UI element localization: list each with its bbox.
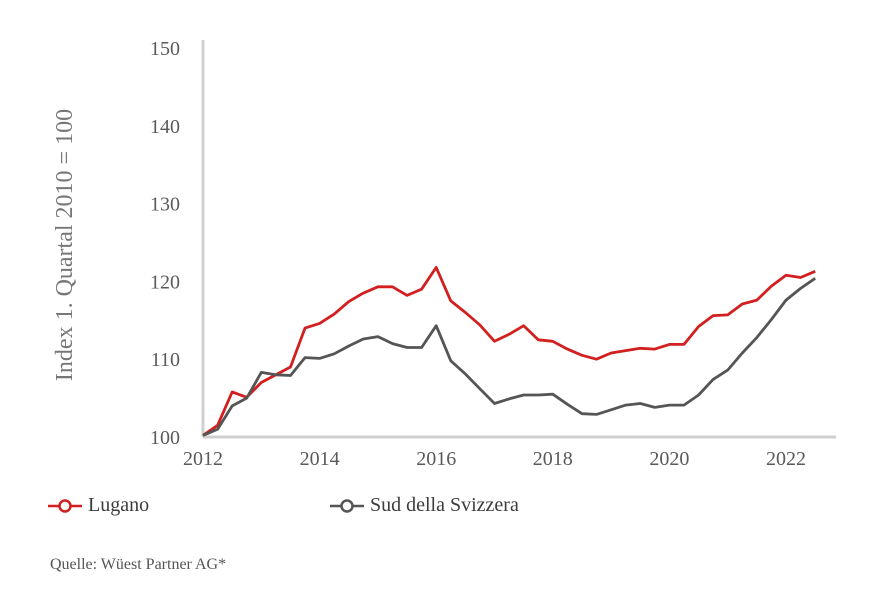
- legend-marker-sud-icon: [330, 498, 364, 513]
- x-tick-labels: 2012 2014 2016 2018 2020 2022: [183, 448, 806, 470]
- y-axis-label: Index 1. Quartal 2010 = 100: [52, 109, 78, 381]
- x-tick-label-2020: 2020: [649, 448, 689, 470]
- legend-item-sud-della-svizzera: Sud della Svizzera: [330, 494, 519, 517]
- x-tick-label-2022: 2022: [766, 448, 806, 470]
- legend-label-sud-della-svizzera: Sud della Svizzera: [370, 494, 519, 516]
- legend-item-lugano: Lugano: [48, 494, 149, 517]
- y-tick-label-110: 110: [151, 349, 180, 371]
- y-tick-label-100: 100: [150, 427, 180, 449]
- legend-marker-lugano-icon: [48, 498, 82, 513]
- series-line-sud-della-svizzera: [202, 277, 816, 437]
- series-line-lugano: [202, 265, 816, 437]
- y-tick-label-130: 130: [150, 194, 180, 216]
- series-lines: [202, 265, 816, 437]
- source-note: Quelle: Wüest Partner AG*: [50, 556, 227, 573]
- x-tick-label-2018: 2018: [533, 448, 573, 470]
- y-tick-label-120: 120: [150, 271, 180, 293]
- x-tick-label-2016: 2016: [416, 448, 456, 470]
- y-tick-label-140: 140: [150, 116, 180, 138]
- legend-label-lugano: Lugano: [88, 494, 150, 516]
- x-tick-label-2012: 2012: [183, 448, 223, 470]
- chart-axes: [201, 40, 836, 439]
- y-tick-label-150: 150: [150, 38, 180, 60]
- y-tick-labels: 100 110 120 130 140 150: [150, 38, 180, 449]
- x-tick-label-2014: 2014: [300, 448, 340, 470]
